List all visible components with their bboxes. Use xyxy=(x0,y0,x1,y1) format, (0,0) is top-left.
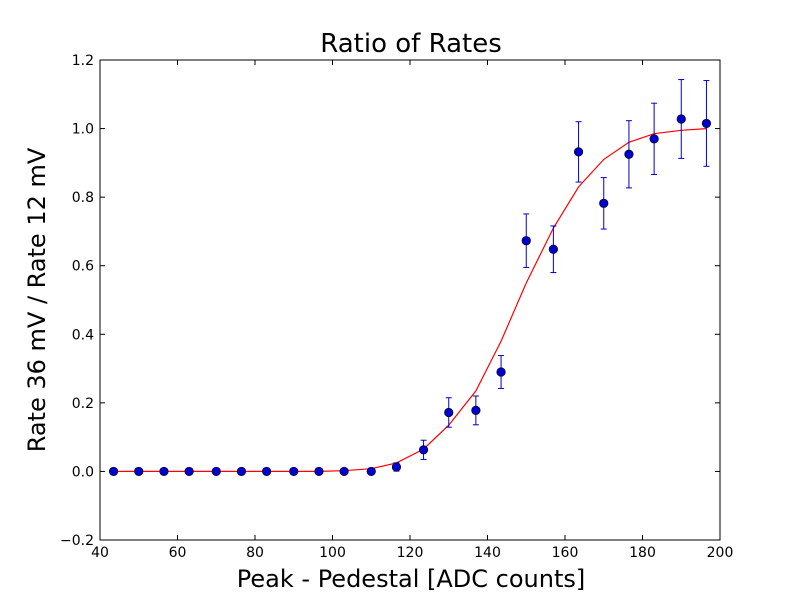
y-tick-label: 0.2 xyxy=(72,396,94,412)
x-axis-label: Peak - Pedestal [ADC counts] xyxy=(237,565,585,593)
data-point xyxy=(676,114,686,124)
y-tick-label: 0.4 xyxy=(72,327,94,343)
x-tick-label: 140 xyxy=(474,545,501,561)
data-point xyxy=(314,466,324,477)
y-tick-label: 1.0 xyxy=(72,122,94,138)
y-tick-label: 0.0 xyxy=(72,464,94,480)
plot-layer: 40 60 80 100 120 140 160 180 200 −0.2 0.0 0.2 0.4 0.6… xyxy=(60,53,733,561)
data-point xyxy=(548,244,558,254)
data-point xyxy=(262,466,272,477)
data-point xyxy=(649,134,659,144)
data-point xyxy=(418,445,429,455)
data-point xyxy=(184,466,194,477)
chart-title: Ratio of Rates xyxy=(320,29,502,59)
y-tick-label: −0.2 xyxy=(60,533,94,549)
data-point xyxy=(521,236,531,246)
data-point xyxy=(134,466,144,477)
data-point xyxy=(573,147,584,157)
y-tick-label: 0.6 xyxy=(72,259,94,275)
data-point xyxy=(391,462,402,472)
x-tick-label: 200 xyxy=(707,545,734,561)
data-point xyxy=(701,118,712,129)
data-point xyxy=(599,198,609,208)
y-axis-label: Rate 36 mV / Rate 12 mV xyxy=(23,147,51,452)
data-point xyxy=(236,466,247,477)
x-tick-label: 160 xyxy=(552,545,579,561)
data-point xyxy=(496,367,506,377)
data-point xyxy=(211,466,221,477)
data-point xyxy=(339,466,349,477)
data-point xyxy=(444,407,454,418)
data-point xyxy=(624,149,634,159)
x-tick-label: 100 xyxy=(319,545,346,561)
data-point xyxy=(289,466,299,477)
y-tick-label: 0.8 xyxy=(72,190,94,206)
data-point xyxy=(366,466,376,477)
x-tick-label: 80 xyxy=(246,545,264,561)
plot-frame xyxy=(99,59,721,541)
data-point xyxy=(108,466,119,477)
y-tick-label: 1.2 xyxy=(72,53,94,69)
x-tick-label: 60 xyxy=(169,545,187,561)
x-tick-label: 180 xyxy=(629,545,656,561)
x-tick-label: 120 xyxy=(397,545,424,561)
data-point xyxy=(471,405,481,416)
x-tick-label: 40 xyxy=(91,545,109,561)
data-point xyxy=(159,466,169,477)
